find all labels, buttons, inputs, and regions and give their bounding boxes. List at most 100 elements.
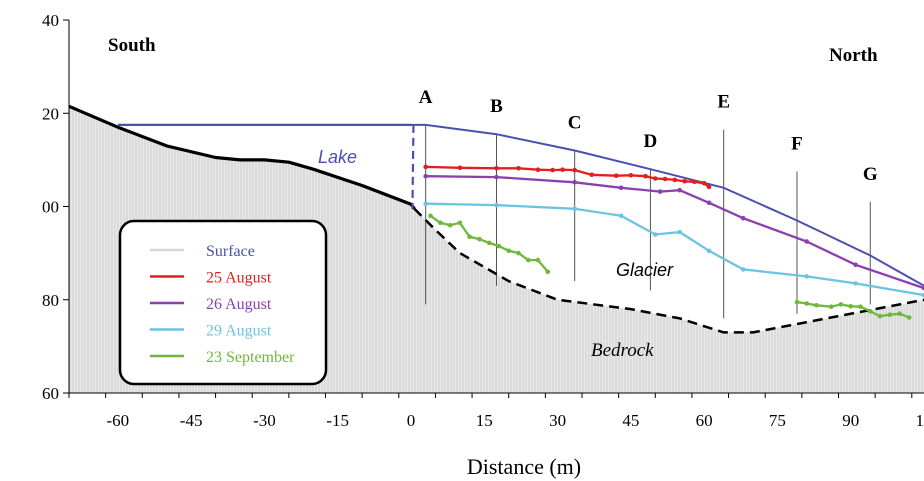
series-25-august-point xyxy=(560,167,565,172)
series-23-september-north-point xyxy=(877,313,883,319)
bedrock-label: Bedrock xyxy=(591,340,654,361)
x-tick-label: 75 xyxy=(769,411,786,430)
series-25-august-point xyxy=(613,173,619,178)
series-23-september-north-point xyxy=(838,302,844,307)
y-tick-label: 80 xyxy=(42,291,59,310)
surface-line xyxy=(68,104,416,210)
y-tick-label: 00 xyxy=(42,198,59,217)
series-23-september-north-point xyxy=(804,301,809,306)
series-29-august-point xyxy=(853,281,858,286)
series-26-august-point xyxy=(572,180,577,185)
series-26-august-point xyxy=(618,185,624,191)
x-tick-label: -30 xyxy=(253,411,276,430)
series-29-august-point xyxy=(677,229,682,235)
series-26-august-point xyxy=(423,173,429,179)
legend-box xyxy=(118,219,328,386)
series-26-august-point xyxy=(657,189,663,194)
series-25-august-point xyxy=(589,172,595,178)
glacier-bed-line xyxy=(413,207,924,334)
series-26-august-point xyxy=(706,200,712,206)
series-26-august-point xyxy=(494,174,499,180)
series-29-august-point xyxy=(572,206,577,212)
series-23-september-point xyxy=(467,234,472,240)
x-tick-label: -15 xyxy=(326,411,349,430)
series-25-august-point xyxy=(662,176,668,182)
legend-label-23-september: 23 September xyxy=(206,349,295,366)
profile-label-b: B xyxy=(490,96,503,117)
profile-label-f: F xyxy=(791,134,803,155)
series-25-august-point xyxy=(701,180,707,186)
y-tick-label: 40 xyxy=(42,11,59,30)
series-29-august-point xyxy=(653,232,658,237)
label-layer: South North Lake Glacier Bedrock Distanc… xyxy=(108,35,878,479)
x-tick-label: 90 xyxy=(842,411,859,430)
series-29-august-point xyxy=(618,213,624,219)
series-25-august-point xyxy=(572,167,577,173)
series-23-september-point xyxy=(526,257,531,263)
series-26-august-point xyxy=(921,285,924,291)
series-23-september-point xyxy=(535,257,541,263)
series-25-august-point xyxy=(457,165,463,171)
series-29-august-point xyxy=(804,274,809,279)
series-26-august-point xyxy=(804,239,809,244)
series-25-august-point xyxy=(535,167,541,172)
series-23-september-north-point xyxy=(907,315,912,320)
series-23-september-point xyxy=(477,236,482,242)
series-23-september-point xyxy=(496,243,502,249)
series-23-september-north-point xyxy=(868,309,873,314)
x-tick-label: 15 xyxy=(476,411,493,430)
series-25-august-point xyxy=(550,167,555,173)
legend: Surface 25 August 26 August 29 August 23 Sep… xyxy=(118,219,328,386)
series-23-september-point xyxy=(545,269,551,275)
x-tick-label: 10 xyxy=(916,411,924,430)
x-axis-label: Distance (m) xyxy=(467,454,581,479)
x-tick-label: 30 xyxy=(549,411,566,430)
series-25-august-point xyxy=(692,179,697,185)
series-23-september-point xyxy=(428,213,433,219)
series-25-august-point xyxy=(643,173,648,179)
series-25-august-point xyxy=(494,166,499,171)
legend-label-29-august: 29 August xyxy=(206,323,272,340)
series-26-august-point xyxy=(677,187,682,193)
profile-label-c: C xyxy=(568,113,582,134)
series-29-august-point xyxy=(706,248,712,254)
x-tick-label: 60 xyxy=(696,411,713,430)
glacier-label: Glacier xyxy=(616,260,674,280)
series-23-september-point xyxy=(506,248,512,254)
series-23-september-point xyxy=(447,222,453,228)
series-23-september-north-point xyxy=(814,303,819,308)
series-29-august-point xyxy=(921,292,924,298)
series-25-august-point xyxy=(653,176,658,181)
series-23-september-point xyxy=(486,240,492,246)
series-23-september-north-point xyxy=(848,304,853,309)
y-tick-label: 20 xyxy=(42,104,59,123)
series-25-august-point xyxy=(423,164,429,170)
series-25-august-point xyxy=(516,166,521,171)
north-label: North xyxy=(829,45,878,66)
lake-label: Lake xyxy=(318,147,357,167)
series-23-september-north-point xyxy=(897,311,902,317)
x-tick-label: 0 xyxy=(407,411,416,430)
series-26-august-point xyxy=(740,215,746,221)
legend-items: Surface 25 August 26 August 29 August 23 Sep… xyxy=(150,243,295,366)
profile-label-g: G xyxy=(863,164,878,185)
series-26-august-point xyxy=(853,262,858,268)
series-23-september-point xyxy=(457,220,463,226)
axis-layer: 40 20 00 80 60 -60 -45 -30 -15 0 15 30 45 60 75 90 10 xyxy=(42,11,924,430)
profile-label-e: E xyxy=(717,92,730,113)
series-23-september-point xyxy=(516,250,521,256)
legend-label-26-august: 26 August xyxy=(206,296,272,313)
x-tick-label: 45 xyxy=(622,411,639,430)
x-tick-label: -45 xyxy=(180,411,203,430)
series-25-august-point xyxy=(628,173,634,178)
glacier-front-line xyxy=(411,124,415,209)
series-23-september-north-point xyxy=(794,299,800,305)
series-23-september-point xyxy=(438,220,443,226)
series-23-september-north-point xyxy=(858,304,863,310)
south-label: South xyxy=(108,35,156,56)
series-29-august-point xyxy=(423,201,429,206)
series-25-august-point xyxy=(672,177,678,183)
profile-label-d: D xyxy=(644,131,658,152)
series-25-august-point xyxy=(706,184,712,190)
x-tick-label: -60 xyxy=(107,411,130,430)
